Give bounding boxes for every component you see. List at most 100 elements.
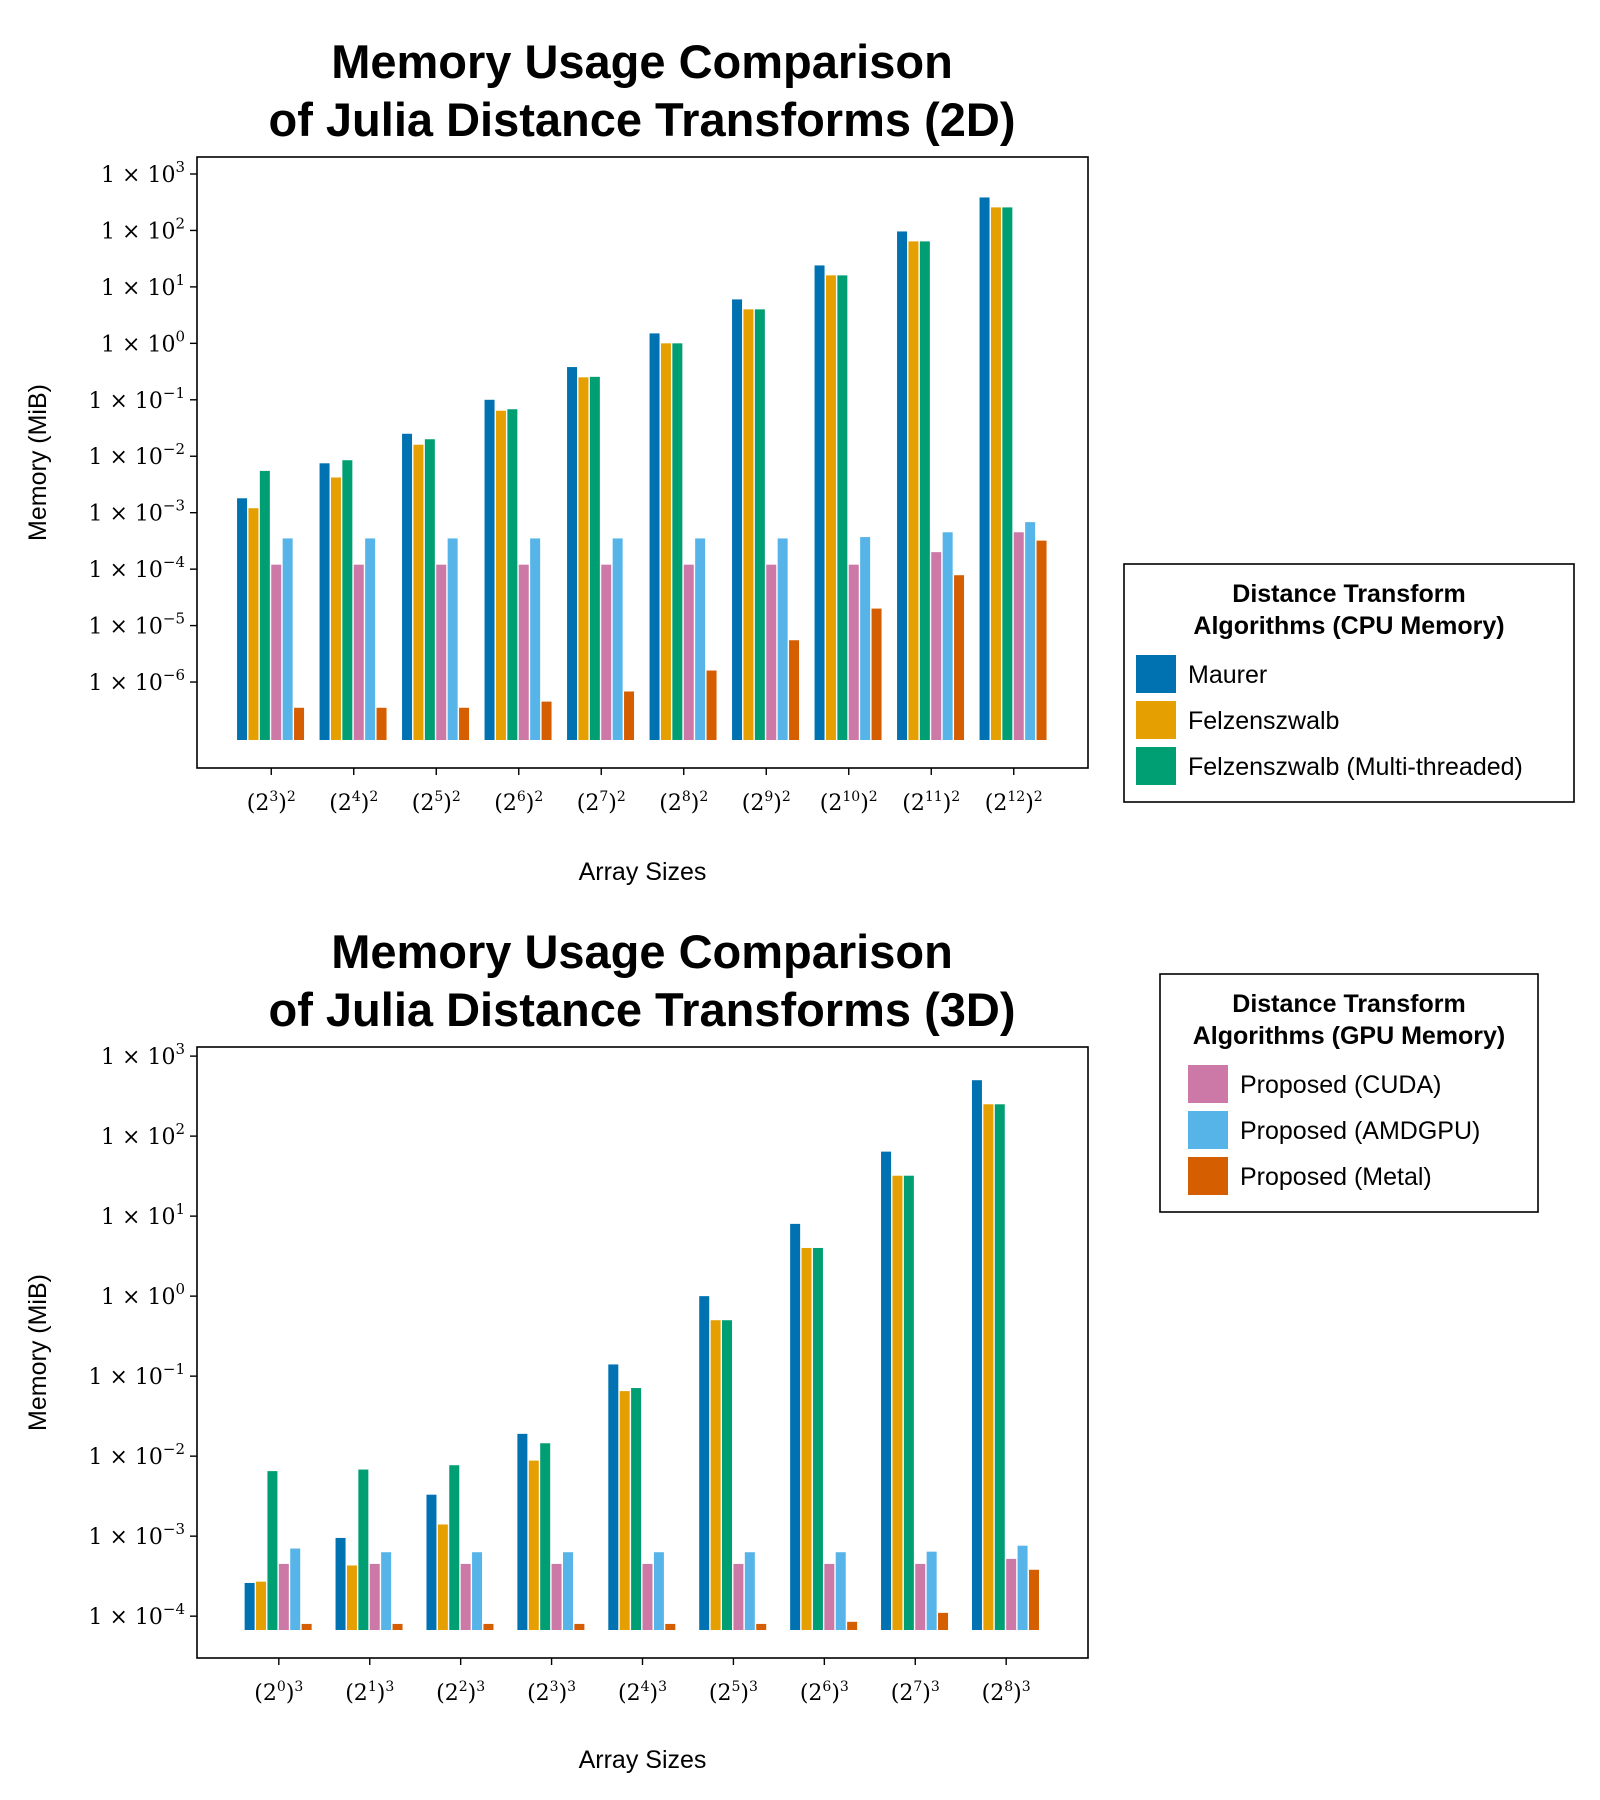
x-tick-label: (27)2 xyxy=(577,789,626,816)
bar xyxy=(695,538,706,740)
bar xyxy=(624,691,635,740)
bar xyxy=(472,1552,483,1630)
x-tick-label: (21)3 xyxy=(345,1679,394,1706)
bar xyxy=(903,1175,914,1630)
bar xyxy=(931,552,942,740)
bar xyxy=(256,1581,267,1630)
bar xyxy=(562,1552,573,1630)
bar xyxy=(601,564,612,740)
x-tick-label: (26)3 xyxy=(800,1679,849,1706)
bar xyxy=(346,1565,357,1630)
bar xyxy=(908,241,919,741)
x-tick-label: (28)2 xyxy=(659,789,708,816)
bar xyxy=(619,1391,630,1630)
y-tick-label: 1 × 10−1 xyxy=(88,1360,185,1390)
bar xyxy=(938,1612,949,1630)
y-tick-label: 1 × 10−6 xyxy=(88,666,185,696)
bar xyxy=(979,197,990,740)
legend-title-line: Algorithms (GPU Memory) xyxy=(1193,1022,1506,1050)
x-tick-label: (24)3 xyxy=(618,1679,667,1706)
chart-title-line: of Julia Distance Transforms (3D) xyxy=(269,983,1016,1036)
chart-title-line: of Julia Distance Transforms (2D) xyxy=(269,93,1016,146)
bar xyxy=(353,564,364,740)
bar xyxy=(848,564,859,740)
bar xyxy=(915,1563,926,1630)
bar xyxy=(919,241,930,741)
bar xyxy=(424,439,435,740)
bar xyxy=(381,1552,392,1630)
bar xyxy=(460,1563,471,1630)
bar xyxy=(1028,1569,1039,1630)
y-tick-label: 1 × 101 xyxy=(101,1200,185,1230)
x-tick-label: (28)3 xyxy=(982,1679,1031,1706)
bar xyxy=(653,1552,664,1630)
bar xyxy=(578,377,589,740)
legend-title-line: Algorithms (CPU Memory) xyxy=(1193,612,1504,640)
y-tick-label: 1 × 10−4 xyxy=(88,1600,185,1630)
legend-label: Felzenszwalb (Multi-threaded) xyxy=(1188,753,1523,781)
x-tick-label: (23)2 xyxy=(247,789,296,816)
bar xyxy=(837,275,848,740)
bar xyxy=(551,1563,562,1630)
legend-swatch xyxy=(1136,655,1176,693)
legend-label: Felzenszwalb xyxy=(1188,707,1339,735)
bar xyxy=(871,608,882,740)
bar xyxy=(517,1433,528,1630)
legend-label: Proposed (AMDGPU) xyxy=(1240,1117,1480,1145)
bar xyxy=(790,1223,801,1630)
bar xyxy=(665,1623,676,1630)
x-tick-label: (29)2 xyxy=(742,789,791,816)
y-tick-label: 1 × 10−2 xyxy=(88,1440,185,1470)
bar xyxy=(376,707,387,740)
x-tick-label: (26)2 xyxy=(494,789,543,816)
y-tick-label: 1 × 10−4 xyxy=(88,553,185,583)
bar xyxy=(301,1623,312,1630)
bar xyxy=(518,564,529,740)
bar xyxy=(706,670,717,740)
y-axis-label: Memory (MiB) xyxy=(24,1274,52,1431)
x-tick-label: (211)2 xyxy=(902,789,960,816)
bar xyxy=(699,1296,710,1630)
legend-title-line: Distance Transform xyxy=(1232,990,1465,1018)
y-tick-label: 1 × 10−3 xyxy=(88,497,185,527)
legend-title-line: Distance Transform xyxy=(1232,580,1465,608)
bar xyxy=(881,1151,892,1630)
bar xyxy=(541,701,552,740)
y-tick-label: 1 × 10−3 xyxy=(88,1520,185,1550)
bar xyxy=(732,299,743,740)
x-axis-label: Array Sizes xyxy=(579,1746,707,1774)
bar xyxy=(612,538,623,740)
bar xyxy=(660,343,671,740)
y-tick-label: 1 × 100 xyxy=(101,1280,185,1310)
bar xyxy=(495,410,506,740)
bar xyxy=(754,309,765,740)
legend-swatch xyxy=(1136,747,1176,785)
bar xyxy=(860,537,871,740)
bar xyxy=(777,538,788,740)
bar xyxy=(589,376,600,740)
bar xyxy=(990,207,1001,740)
x-tick-label: (210)2 xyxy=(820,789,878,816)
bar xyxy=(540,1443,551,1630)
y-tick-label: 1 × 10−2 xyxy=(88,440,185,470)
chart-title-line: Memory Usage Comparison xyxy=(331,925,953,978)
bar xyxy=(608,1364,619,1630)
bar xyxy=(722,1320,733,1630)
bar xyxy=(449,1465,460,1630)
bar xyxy=(567,367,578,740)
bar xyxy=(892,1175,903,1630)
bar xyxy=(825,275,836,740)
legend-swatch xyxy=(1188,1111,1228,1149)
bar xyxy=(530,538,541,740)
y-axis-label: Memory (MiB) xyxy=(24,384,52,541)
bar xyxy=(436,564,447,740)
bar xyxy=(847,1621,858,1630)
y-tick-label: 1 × 100 xyxy=(101,327,185,357)
bar xyxy=(426,1494,437,1630)
bar xyxy=(801,1247,812,1630)
bar xyxy=(1006,1558,1017,1630)
bar xyxy=(437,1524,448,1630)
y-tick-label: 1 × 101 xyxy=(101,271,185,301)
